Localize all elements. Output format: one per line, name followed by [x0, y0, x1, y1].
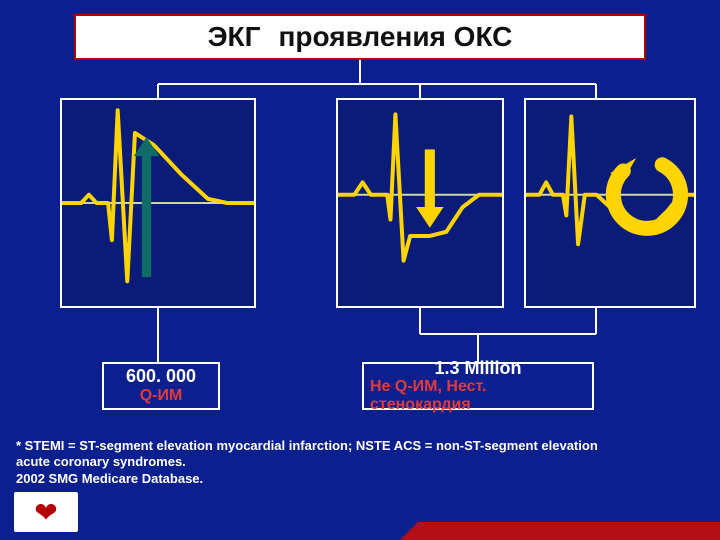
title-part1: ЭКГ [208, 21, 261, 52]
esc-logo: ❤ [14, 492, 78, 532]
title-bar: ЭКГ проявления ОКС [74, 14, 646, 60]
stat-qmi-label: Q-ИМ [140, 387, 183, 405]
footnote-line-2: acute coronary syndromes. [16, 454, 598, 470]
ecg-panel-nstemi [336, 98, 504, 308]
ecg-panel-unstable-angina [524, 98, 696, 308]
footnote-line-1: * STEMI = ST-segment elevation myocardia… [16, 438, 598, 454]
footer-stripe [400, 522, 720, 540]
stat-nqmi-count: 1.3 Million [434, 359, 521, 379]
stat-nqmi-label: Не Q-ИМ, Нест. стенокардия [370, 378, 586, 413]
heart-icon: ❤ [34, 496, 57, 529]
slide-root: ЭКГ проявления ОКС 600. 000 Q-ИМ 1.3 Mill… [0, 0, 720, 540]
title-part2: проявления ОКС [279, 21, 513, 52]
stat-box-nqmi: 1.3 Million Не Q-ИМ, Нест. стенокардия [362, 362, 594, 410]
ecg-panel-stemi [60, 98, 256, 308]
stat-qmi-count: 600. 000 [126, 367, 196, 387]
footnote-block: * STEMI = ST-segment elevation myocardia… [16, 438, 598, 487]
footnote-line-3: 2002 SMG Medicare Database. [16, 471, 598, 487]
slide-title: ЭКГ проявления ОКС [208, 21, 513, 53]
stat-box-qmi: 600. 000 Q-ИМ [102, 362, 220, 410]
